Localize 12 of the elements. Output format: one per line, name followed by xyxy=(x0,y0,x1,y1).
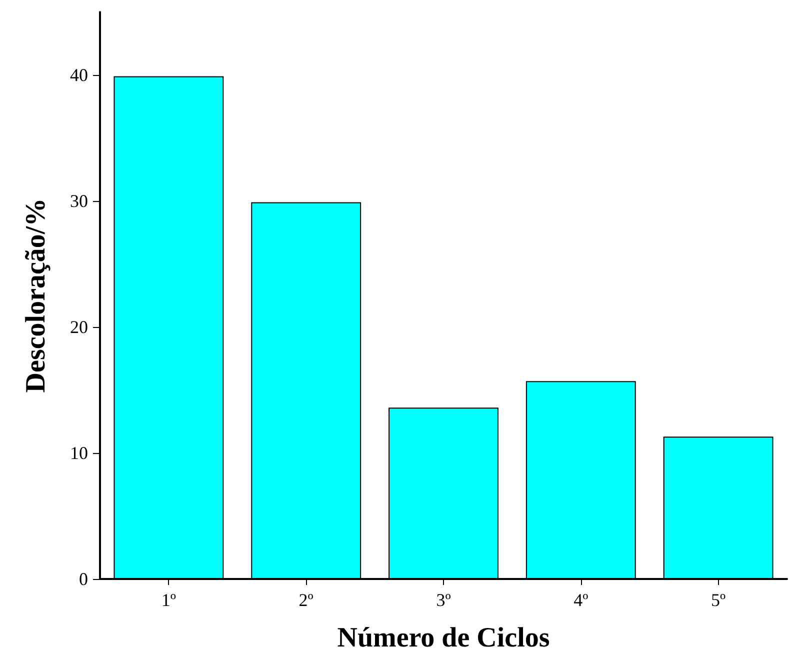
y-tick-label: 10 xyxy=(70,443,88,463)
y-axis-title: Descoloração/% xyxy=(20,198,52,393)
x-tick-label: 1º xyxy=(161,590,176,610)
y-tick-label: 20 xyxy=(70,317,88,337)
y-tick-label: 0 xyxy=(79,569,88,589)
x-tick-label: 3º xyxy=(436,590,452,610)
y-tick-label: 40 xyxy=(70,65,88,85)
x-tick-label: 4º xyxy=(574,590,589,610)
x-axis-title: Número de Ciclos xyxy=(337,622,550,654)
x-tick-label: 5º xyxy=(711,590,726,610)
x-tick-label: 2º xyxy=(298,590,314,610)
y-tick-label: 30 xyxy=(70,191,88,211)
